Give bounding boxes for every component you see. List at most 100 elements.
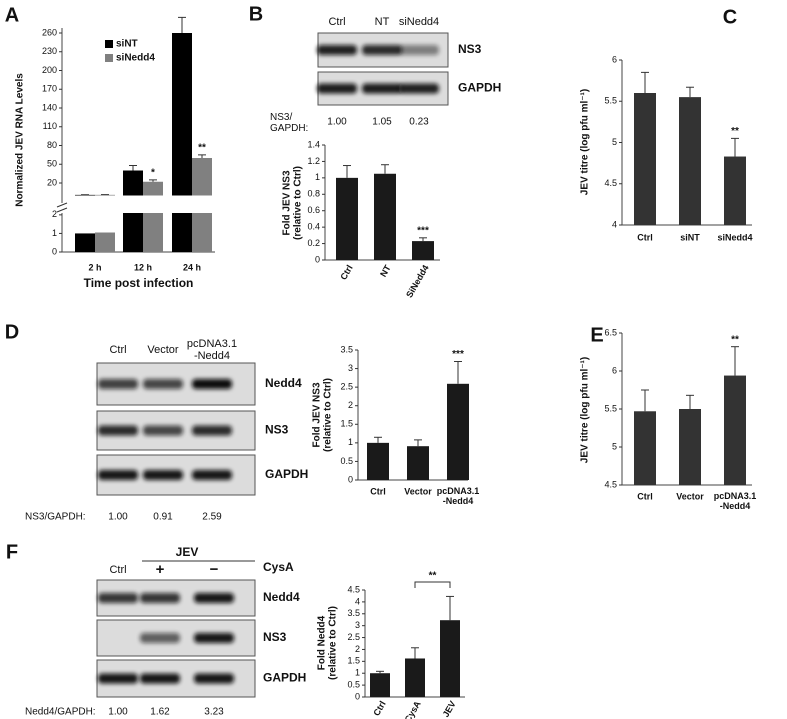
blot-band [192,379,232,389]
panel-letter: E [590,324,603,346]
blot-band [317,45,357,55]
y-tick-label: 1 [355,668,360,678]
blot-band [143,470,183,480]
panel-letter: C [723,6,737,28]
blot-band [98,673,138,684]
y-tick-label: 0 [348,474,353,484]
x-tick-label: Ctrl [370,486,386,496]
legend-swatch [105,40,113,48]
y-tick-label: 0.8 [307,189,320,199]
bar [724,375,746,485]
bar [407,446,429,480]
lane-label: + [156,561,165,578]
blot-band [98,593,138,603]
y-tick-label: 5.5 [604,403,617,413]
bar [123,170,143,196]
lane-label: NT [375,16,390,28]
y-tick-label: 6.5 [604,327,617,337]
x-tick-label: siNT [680,232,700,242]
blot-band [143,425,183,436]
x-tick-label: pcDNA3.1 -Nedd4 [437,486,480,506]
x-tick-label: NT [378,263,393,279]
bar [447,383,469,480]
y-tick-label: 230 [42,46,57,56]
ratio-label: NS3/GAPDH: [25,512,86,523]
y-axis-label: JEV titre (log pfu ml⁻¹) [580,89,591,195]
y-tick-label: 0.5 [340,456,353,466]
panel-letter: B [249,3,263,25]
y-tick-label: 80 [47,140,57,150]
ratio-value: 3.23 [204,707,224,718]
bar [75,233,95,252]
blot-band [399,45,439,55]
bar [679,409,701,485]
row-label: GAPDH [458,81,501,95]
blot-band [192,425,232,436]
y-tick-label: 1 [52,228,57,238]
bar [634,93,656,225]
bar [374,173,396,260]
blot-band [98,470,138,480]
x-tick-label: Ctrl [371,699,387,717]
bar [143,181,163,196]
y-tick-label: 170 [42,84,57,94]
y-tick-label: 260 [42,27,57,37]
y-tick-label: 4.5 [604,479,617,489]
y-tick-label: 6 [612,54,617,64]
group-label: JEV [176,545,199,559]
y-tick-label: 1 [315,172,320,182]
y-tick-label: 50 [47,159,57,169]
lane-label: pcDNA3.1 -Nedd4 [187,338,237,362]
y-tick-label: 5 [612,137,617,147]
row-label: Nedd4 [263,590,300,604]
y-tick-label: 3.5 [347,608,360,618]
y-axis-label: Fold Nedd4(relative to Ctrl) [316,606,338,680]
y-tick-label: 4.5 [347,584,360,594]
x-tick-label: siNedd4 [717,232,752,242]
significance: *** [417,225,429,236]
x-tick-label: 12 h [134,262,152,272]
significance: *** [452,349,464,360]
y-tick-label: 1.5 [347,656,360,666]
blot-band [98,425,138,436]
ratio-value: 2.59 [202,512,222,523]
lane-label: Ctrl [109,564,126,576]
y-tick-label: 4.5 [604,178,617,188]
ratio-label: Nedd4/GAPDH: [25,707,96,718]
y-axis-label: Fold JEV NS3(relative to Ctrl) [311,378,333,452]
significance: ** [731,126,739,137]
significance: ** [731,334,739,345]
blot-band [194,633,234,643]
bar [370,673,390,697]
y-tick-label: 2.5 [340,382,353,392]
bar [440,620,460,697]
ratio-label: NS3/GAPDH: [270,112,308,134]
x-tick-label: JEV+CysA [391,699,423,719]
y-tick-label: 0 [355,691,360,701]
bar [634,411,656,485]
blot-band [140,673,180,684]
x-tick-label: Ctrl [338,263,354,281]
y-axis-label: Normalized JEV RNA Levels [15,73,26,207]
blot-band [194,593,234,603]
y-tick-label: 3 [348,363,353,373]
y-tick-label: 2.5 [347,632,360,642]
lane-label: Vector [147,344,179,356]
y-tick-label: 0.2 [307,238,320,248]
y-tick-label: 1.5 [340,419,353,429]
bar [336,177,358,260]
ratio-value: 1.00 [108,512,128,523]
blot-band [317,83,357,94]
bar [123,213,143,252]
bar [172,213,192,252]
significance: * [151,168,155,179]
bar [95,194,115,196]
x-tick-label: Ctrl [637,491,653,501]
y-tick-label: 0.5 [347,679,360,689]
blot-band [362,83,402,94]
blot-band [98,379,138,389]
bar [367,442,389,480]
bar [724,156,746,225]
blot-band [362,45,402,55]
